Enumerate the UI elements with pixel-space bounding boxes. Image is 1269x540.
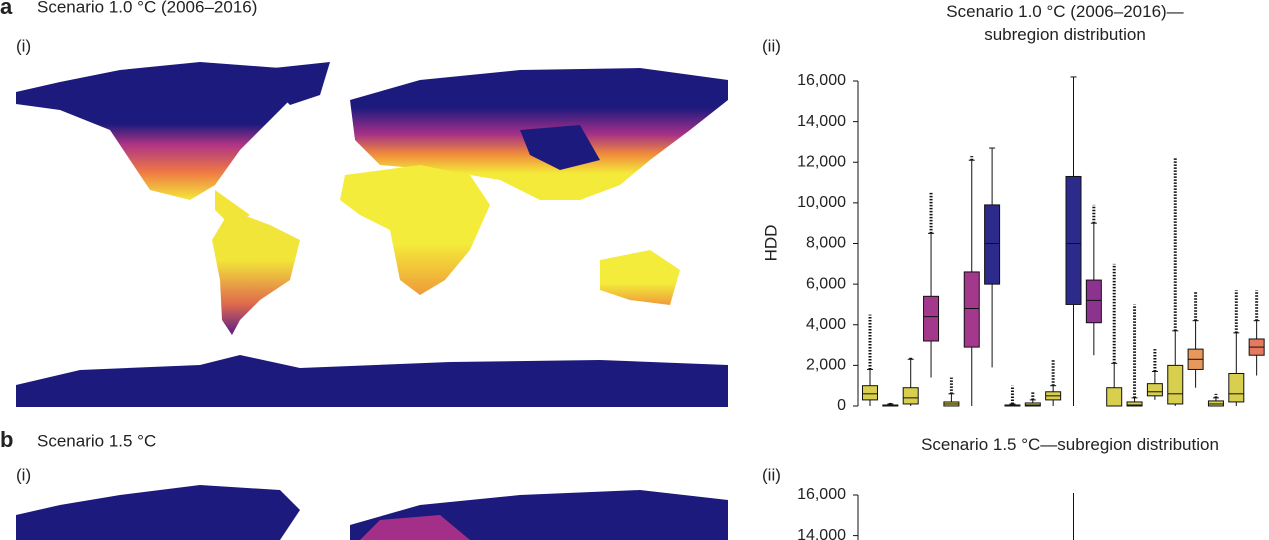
box	[923, 295, 940, 342]
y-tick-label: 0	[837, 397, 846, 414]
y-tick-label: 14,000	[797, 527, 846, 540]
box	[1024, 402, 1041, 407]
box	[963, 271, 980, 348]
box	[1126, 401, 1143, 407]
map-label: (i)	[16, 36, 31, 55]
box	[1065, 175, 1082, 305]
map-b	[16, 485, 728, 540]
y-tick-label: 8,000	[806, 235, 846, 252]
box	[1146, 383, 1163, 397]
y-tick-label: 6,000	[806, 275, 846, 292]
y-tick-label: 4,000	[806, 316, 846, 333]
y-tick-label: 2,000	[806, 357, 846, 374]
panel-letter: a	[0, 0, 13, 19]
map-label: (i)	[16, 465, 31, 484]
panel-title: Scenario 1.5 °C	[37, 431, 156, 450]
map-a	[16, 62, 728, 407]
panel-title: Scenario 1.0 °C (2006–2016)	[37, 0, 257, 16]
chart-title: Scenario 1.0 °C (2006–2016)—subregion di…	[946, 2, 1184, 44]
y-tick-label: 12,000	[797, 153, 846, 170]
chart-label: (ii)	[762, 465, 781, 484]
box	[1085, 279, 1102, 324]
y-tick-label: 14,000	[797, 113, 846, 130]
box	[1228, 373, 1245, 403]
chart-title: Scenario 1.5 °C—subregion distribution	[921, 435, 1219, 454]
box	[902, 387, 919, 405]
chart-label: (ii)	[762, 36, 781, 55]
y-tick-label: 10,000	[797, 194, 846, 211]
panel-letter: b	[0, 427, 13, 452]
y-axis-label: HDD	[761, 225, 780, 262]
box	[1207, 400, 1224, 407]
box	[984, 204, 1001, 285]
y-tick-label: 16,000	[797, 486, 846, 503]
box	[1167, 364, 1184, 405]
box	[862, 385, 878, 401]
y-tick-label: 16,000	[797, 72, 846, 89]
box	[1106, 387, 1123, 407]
